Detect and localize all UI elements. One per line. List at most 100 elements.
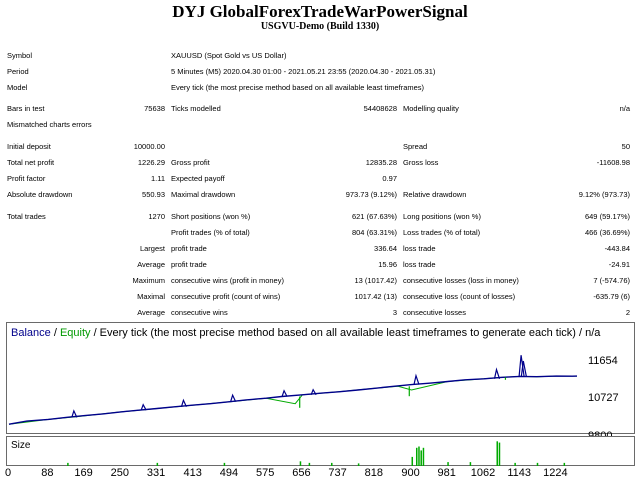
ptrades-value: 804 (63.31%): [351, 228, 397, 237]
average-label: Average: [137, 260, 165, 269]
largest-loss-label: loss trade: [403, 244, 436, 253]
volume-bar: [469, 462, 472, 466]
balance-spike: [518, 355, 525, 377]
volume-bar: [415, 447, 418, 466]
deposit-value: 10000.00: [133, 142, 165, 151]
legend-balance: Balance: [11, 327, 51, 339]
volume-bar: [498, 442, 501, 466]
x-tick-label: 0: [4, 467, 12, 479]
x-tick-label: 900: [401, 467, 420, 479]
balance-chart: Balance / Equity / Every tick (the most …: [6, 322, 635, 434]
mismatched-label: Mismatched charts errors: [7, 120, 92, 129]
maxwins-value: 13 (1017.42): [354, 276, 397, 285]
pf-value: 1.11: [150, 174, 165, 183]
grossprofit-label: Gross profit: [171, 158, 210, 167]
x-tick-label: 656: [292, 467, 311, 479]
volume-chart: Size: [6, 436, 635, 466]
ltrades-label: Loss trades (% of total): [403, 228, 481, 237]
pf-label: Profit factor: [7, 174, 46, 183]
symbol-value: XAUUSD (Spot Gold vs US Dollar): [171, 51, 287, 60]
report-table: Symbol XAUUSD (Spot Gold vs US Dollar) P…: [7, 51, 630, 317]
symbol-label: Symbol: [7, 51, 33, 60]
volume-bar: [331, 462, 333, 466]
average2-label: Average: [137, 308, 165, 317]
period-label: Period: [7, 67, 29, 76]
volume-bar: [67, 462, 69, 466]
balance-spike: [71, 409, 78, 418]
ticks-value: 54408628: [363, 104, 397, 113]
long-label: Long positions (won %): [403, 212, 481, 221]
avgwins-label: consecutive wins: [171, 308, 228, 317]
average-profit-label: profit trade: [171, 260, 207, 269]
quality-value: n/a: [619, 104, 630, 113]
x-tick-label: 413: [183, 467, 202, 479]
largest-label: Largest: [139, 244, 165, 253]
report-title: DYJ GlobalForexTradeWarPowerSignal: [172, 2, 468, 21]
maxdd-label: Maximal drawdown: [171, 190, 236, 199]
x-tick-label: 250: [110, 467, 129, 479]
volume-bar: [357, 463, 360, 466]
balance-spike: [520, 360, 527, 377]
trades-label: Total trades: [7, 212, 46, 221]
balance-spike: [230, 393, 237, 402]
reldd-value: 9.12% (973.73): [578, 190, 630, 199]
x-tick-label: 1062: [470, 467, 496, 479]
legend-description: / Every tick (the most precise method ba…: [90, 327, 601, 339]
volume-bar: [223, 462, 226, 466]
series-line-balance: [8, 375, 578, 425]
x-tick-label: 981: [437, 467, 456, 479]
maxloss-value: -635.79 (6): [593, 292, 630, 301]
trades-value: 1270: [148, 212, 165, 221]
maxprofit-label: consecutive profit (count of wins): [171, 292, 281, 301]
absdd-label: Absolute drawdown: [7, 190, 73, 199]
largest-profit-value: 336.64: [374, 244, 397, 253]
netprofit-label: Total net profit: [7, 158, 55, 167]
x-tick-label: 1224: [543, 467, 568, 479]
volume-bar: [420, 450, 422, 466]
payoff-label: Expected payoff: [171, 174, 225, 183]
report-subtitle: USGVU-Demo (Build 1330): [260, 21, 380, 32]
x-tick-label: 1143: [507, 467, 532, 479]
legend-equity: Equity: [59, 327, 91, 339]
grossloss-value: -11608.98: [596, 158, 630, 167]
volume-bar: [514, 462, 516, 466]
x-tick-label: 494: [219, 467, 239, 479]
netprofit-value: 1226.29: [137, 158, 165, 167]
balance-chart-svg: [8, 355, 578, 425]
volume-label: Size: [11, 440, 31, 451]
avglosses-label: consecutive losses: [403, 308, 466, 317]
bars-label: Bars in test: [7, 104, 45, 113]
model-value: Every tick (the most precise method base…: [171, 83, 425, 92]
balance-spike: [180, 398, 187, 408]
x-tick-label: 169: [74, 467, 93, 479]
avglosses-value: 2: [625, 308, 630, 317]
ltrades-value: 466 (36.69%): [584, 228, 630, 237]
long-value: 649 (59.17%): [584, 212, 630, 221]
maxlosses-label: consecutive losses (loss in money): [403, 276, 519, 285]
average-loss-label: loss trade: [403, 260, 436, 269]
x-tick-label: 575: [255, 467, 275, 479]
volume-bar: [496, 441, 498, 466]
x-tick-label: 88: [41, 467, 54, 479]
balance-spike: [140, 403, 147, 411]
volume-bar: [308, 462, 311, 466]
avgwins-value: 3: [392, 308, 397, 317]
series-line-equity: [8, 375, 577, 425]
balance-spike: [310, 388, 317, 396]
largest-loss-value: -443.84: [604, 244, 630, 253]
spread-value: 50: [621, 142, 630, 151]
maxlosses-value: 7 (-574.76): [593, 276, 630, 285]
volume-bar: [447, 462, 449, 466]
absdd-value: 550.93: [142, 190, 165, 199]
maxprofit-value: 1017.42 (13): [354, 292, 397, 301]
balance-spike: [281, 389, 288, 397]
volume-bar: [411, 456, 414, 466]
y-tick-label: 10727: [588, 392, 619, 404]
x-tick-label: 737: [328, 467, 347, 479]
volume-bar: [418, 446, 420, 466]
y-tick-label: 11654: [588, 355, 618, 367]
volume-bar: [299, 461, 302, 466]
grossprofit-value: 12835.28: [365, 158, 397, 167]
average-profit-value: 15.96: [378, 260, 397, 269]
bars-value: 75638: [144, 104, 165, 113]
